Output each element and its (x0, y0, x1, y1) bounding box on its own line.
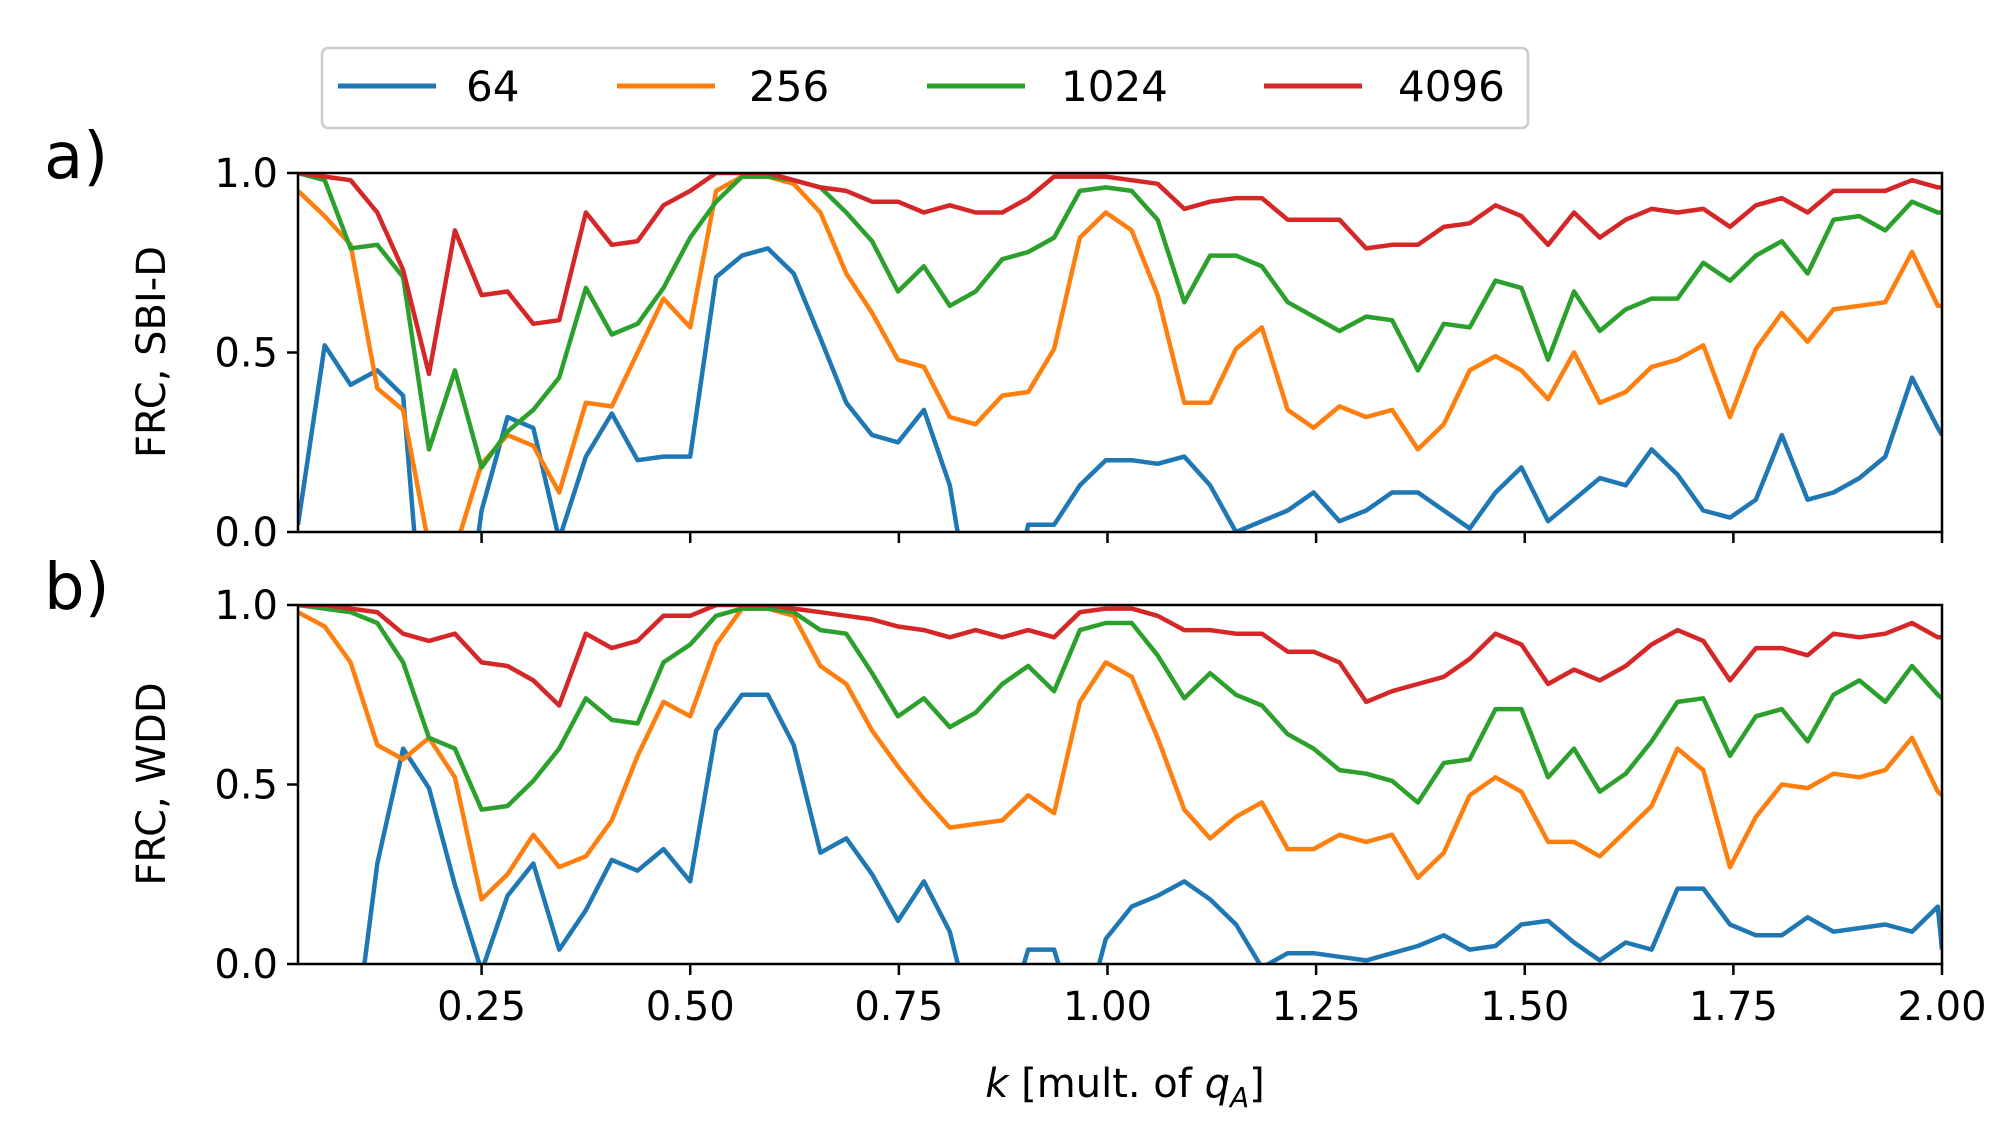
series-line-1024-a (298, 173, 1942, 470)
panel-label-b: b) (44, 551, 110, 625)
ytick-label-b: 0.0 (214, 942, 278, 988)
series-line-4096-b (298, 605, 1942, 708)
xtick-label-b: 2.00 (1897, 984, 1986, 1030)
xtick-label-b: 1.00 (1063, 984, 1152, 1030)
legend-label-256: 256 (749, 62, 829, 111)
xlabel-q: q (1205, 1061, 1230, 1107)
xlabel-k: k (985, 1061, 1010, 1107)
legend-box (320, 46, 1530, 130)
ylabel-panel-a: FRC, SBI-D (129, 246, 175, 458)
ytick-label-a: 0.0 (214, 510, 278, 556)
series-line-256-a (298, 174, 1942, 532)
panel-a: 0.0 0.5 1.0 (214, 151, 1944, 556)
ylabel-panel-b: FRC, WDD (129, 682, 175, 885)
ytick-label-b: 1.0 (214, 583, 278, 629)
xtick-label-b: 1.50 (1480, 984, 1569, 1030)
legend-label-4096: 4096 (1398, 62, 1505, 111)
series-group-b (298, 605, 1942, 964)
ytick-label-a: 1.0 (214, 151, 278, 197)
panel-label-a: a) (44, 120, 108, 194)
xlabel-middle: [mult. of (1008, 1061, 1204, 1107)
series-line-64-a (298, 246, 1942, 532)
panel-b: 0.0 0.5 1.0 0.25 0.50 0.75 1.00 1.25 1.50 1.75 2.0… (214, 583, 1986, 1030)
xtick-label-b: 1.75 (1689, 984, 1778, 1030)
ytick-label-b: 0.5 (214, 763, 278, 809)
series-line-4096-a (298, 173, 1942, 377)
series-line-1024-b (298, 605, 1942, 812)
series-line-256-b (298, 606, 1942, 902)
xtick-label-b: 0.75 (854, 984, 943, 1030)
axes-frame-b (296, 603, 1944, 966)
ytick-label-a: 0.5 (214, 331, 278, 377)
xtick-label-b: 1.25 (1272, 984, 1361, 1030)
legend-label-1024: 1024 (1061, 62, 1168, 111)
xlabel: k [mult. of qA] (985, 1061, 1264, 1114)
series-group-a (298, 173, 1942, 532)
xtick-label-b: 0.50 (646, 984, 735, 1030)
legend-label-64: 64 (466, 62, 519, 111)
series-line-64-b (362, 692, 1942, 964)
xlabel-q-subscript: A (1228, 1081, 1249, 1114)
xtick-label-b: 0.25 (437, 984, 526, 1030)
legend: 64 256 1024 4096 (320, 46, 1530, 130)
xlabel-close: ] (1249, 1061, 1265, 1107)
